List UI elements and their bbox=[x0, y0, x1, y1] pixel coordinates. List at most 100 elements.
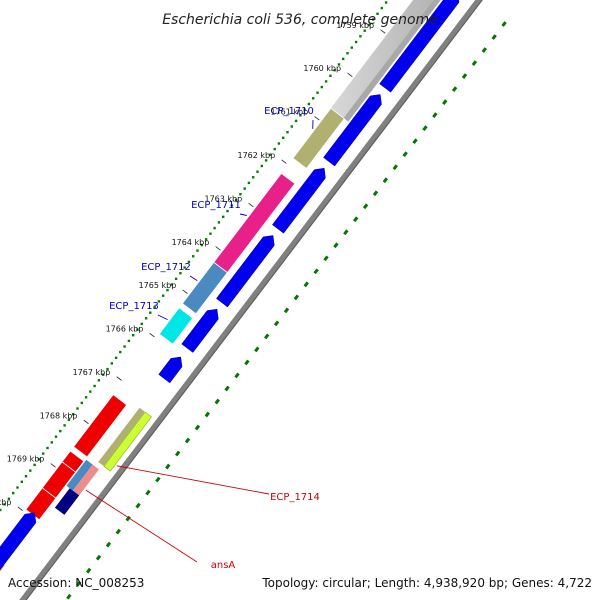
gc-dot bbox=[222, 215, 225, 218]
gene-label[interactable]: ECP_1711 bbox=[191, 200, 241, 211]
accession-text: Accession: NC_008253 bbox=[8, 576, 144, 590]
gc-dot bbox=[0, 508, 2, 512]
feature-ecp-1713[interactable] bbox=[158, 307, 194, 345]
gc-dot bbox=[354, 40, 358, 44]
gc-dot bbox=[132, 334, 135, 337]
gc-skew-dash bbox=[491, 34, 497, 40]
gc-skew-dash bbox=[372, 190, 379, 197]
gc-dot bbox=[204, 238, 208, 241]
gc-dot bbox=[333, 69, 336, 72]
gc-skew-track bbox=[66, 21, 507, 600]
feature-block[interactable] bbox=[61, 450, 85, 473]
similarity-block bbox=[330, 0, 434, 118]
tick-label: 1766 kbp bbox=[106, 325, 144, 334]
gc-dot bbox=[217, 221, 221, 224]
tick-label: 1760 kbp bbox=[303, 64, 341, 73]
feature-block[interactable] bbox=[72, 464, 99, 496]
reverse-cds-arrow[interactable] bbox=[158, 356, 183, 384]
feature-block[interactable] bbox=[54, 488, 80, 515]
gc-dot bbox=[72, 413, 75, 416]
gc-skew-dash bbox=[353, 216, 359, 223]
gc-skew-dash bbox=[204, 411, 211, 418]
forward-feature-track bbox=[0, 107, 345, 572]
gc-dot bbox=[213, 226, 216, 230]
gc-skew-dash bbox=[343, 229, 349, 236]
gene-label-leader bbox=[239, 213, 247, 216]
tick-mark bbox=[380, 29, 386, 34]
gc-dot bbox=[170, 283, 173, 286]
gc-dot bbox=[359, 35, 362, 38]
gc-dot bbox=[346, 52, 349, 55]
gc-skew-dash bbox=[254, 346, 260, 353]
tick-mark bbox=[215, 246, 221, 251]
gc-skew-dash bbox=[313, 268, 319, 275]
gc-dot bbox=[93, 384, 96, 388]
gc-dot bbox=[196, 249, 199, 252]
feature-block[interactable] bbox=[98, 407, 146, 467]
gc-skew-dash bbox=[333, 242, 339, 249]
gene-label[interactable]: ECP_1713 bbox=[109, 301, 159, 312]
gc-dot bbox=[243, 187, 246, 190]
gc-skew-dash bbox=[174, 450, 181, 457]
gc-dot bbox=[29, 469, 32, 472]
gc-dot bbox=[252, 176, 255, 179]
gc-dot bbox=[46, 446, 49, 450]
gc-dot bbox=[264, 159, 268, 162]
gc-dot bbox=[110, 362, 113, 365]
tick-mark bbox=[314, 116, 320, 121]
gc-dot bbox=[183, 266, 186, 269]
gc-skew-dash bbox=[481, 47, 487, 53]
feature-ecp-1712[interactable] bbox=[181, 261, 228, 315]
gene-label[interactable]: ECP_1712 bbox=[141, 262, 191, 273]
gc-dot bbox=[127, 339, 131, 343]
reverse-cds-arrow[interactable] bbox=[379, 0, 460, 93]
gene-label-leader bbox=[189, 275, 198, 281]
gc-dot bbox=[76, 407, 79, 410]
reverse-cds-arrow[interactable] bbox=[272, 167, 326, 234]
gc-skew-dash bbox=[234, 372, 240, 379]
tick-label: 1767 kbp bbox=[73, 368, 111, 377]
gc-dot bbox=[63, 424, 66, 427]
reverse-cds-arrow[interactable] bbox=[216, 235, 275, 308]
tick-mark bbox=[50, 463, 56, 468]
gc-skew-dash bbox=[135, 502, 141, 509]
gc-skew-dash bbox=[323, 255, 329, 262]
gc-skew-dash bbox=[145, 489, 151, 496]
reverse-cds-arrow[interactable] bbox=[0, 512, 37, 591]
gc-dot bbox=[106, 367, 109, 371]
gc-dot bbox=[282, 136, 285, 139]
feature-ecp-1714[interactable] bbox=[73, 394, 128, 458]
gene-label[interactable]: ECP_1710 bbox=[264, 106, 314, 117]
gc-skew-dash bbox=[85, 567, 92, 574]
gc-dot bbox=[157, 300, 161, 303]
gc-dot bbox=[303, 108, 306, 111]
gc-dot bbox=[226, 209, 229, 213]
gene-label[interactable]: ansA bbox=[211, 560, 236, 571]
gc-dot bbox=[136, 328, 139, 331]
gc-dot bbox=[144, 317, 148, 320]
tick-label: 1764 kbp bbox=[172, 238, 210, 247]
gene-label[interactable]: ECP_1714 bbox=[270, 492, 320, 503]
blast-similarity-track bbox=[330, 0, 441, 122]
gc-dot bbox=[342, 57, 345, 61]
gc-skew-dash bbox=[115, 528, 121, 535]
gc-skew-dash bbox=[155, 476, 161, 483]
gc-skew-dash bbox=[105, 541, 112, 548]
feature-block[interactable] bbox=[66, 459, 93, 491]
gc-dot bbox=[337, 63, 341, 66]
tick-track: 1759 kbp 1760 kbp 1761 kbp 1762 kbp 1763 kbp… bbox=[0, 21, 386, 511]
feature-ecp-1710[interactable] bbox=[292, 107, 345, 170]
gc-dot bbox=[200, 243, 203, 247]
reverse-cds-arrow[interactable] bbox=[323, 94, 382, 167]
tick-mark bbox=[149, 333, 155, 338]
gc-skew-dash bbox=[362, 203, 369, 210]
gc-dot bbox=[33, 463, 36, 467]
gc-dot bbox=[24, 475, 28, 478]
gc-dot bbox=[123, 345, 126, 348]
gc-dot bbox=[187, 260, 191, 264]
gc-skew-dash bbox=[451, 86, 458, 92]
feature-block[interactable] bbox=[25, 487, 57, 521]
gc-skew-dash bbox=[76, 580, 82, 587]
reverse-cds-arrow[interactable] bbox=[181, 308, 219, 353]
gc-dot bbox=[256, 170, 259, 173]
